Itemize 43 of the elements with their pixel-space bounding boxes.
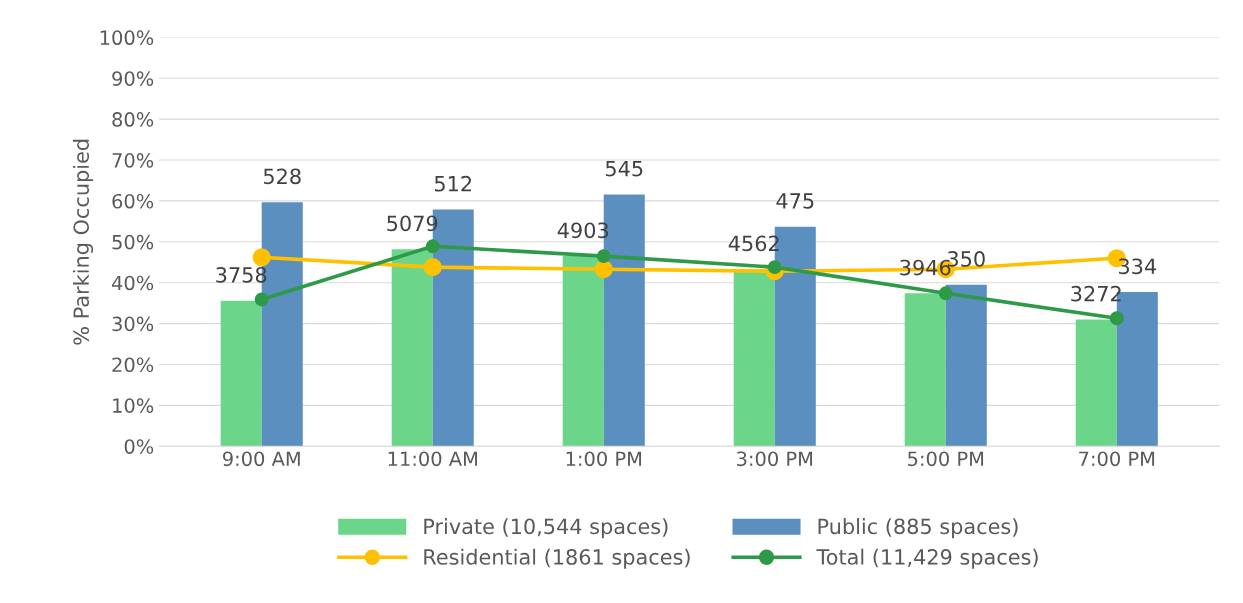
annotation: 545 — [605, 160, 643, 177]
bar — [1075, 319, 1117, 447]
annotation: 512 — [434, 175, 472, 192]
annotation: 3272 — [1071, 285, 1121, 302]
bar — [945, 284, 987, 447]
bar — [391, 249, 433, 447]
x-tick-label: 11:00 AM — [388, 451, 477, 467]
legend-label: Total (11,429 spaces) — [816, 548, 1038, 569]
annotation: 475 — [776, 193, 814, 209]
point — [767, 260, 782, 275]
bar — [904, 293, 946, 447]
annotation: 334 — [1119, 258, 1157, 275]
y-tick-label: 50% — [112, 234, 154, 250]
point — [594, 260, 613, 279]
y-axis-title: % Parking Occupied — [72, 139, 94, 345]
point — [596, 249, 611, 264]
legend-label: Public (885 spaces) — [818, 518, 1018, 539]
x-tick-label: 9:00 AM — [222, 451, 300, 467]
legend-label: Residential (1861 spaces) — [424, 548, 690, 569]
point — [252, 248, 271, 267]
bar — [220, 300, 262, 447]
y-tick-label: 10% — [113, 398, 154, 413]
y-tick-label: 30% — [112, 316, 154, 332]
y-tick-label: 80% — [112, 112, 154, 127]
x-tick-label: 1:00 PM — [566, 451, 642, 467]
x-tick-label: 3:00 PM — [737, 451, 813, 467]
y-tick-label: 0% — [124, 439, 154, 454]
point — [254, 292, 269, 307]
y-tick-label: 100% — [100, 30, 154, 46]
x-tick-label: 7:00 PM — [1079, 451, 1155, 467]
point — [423, 258, 442, 277]
y-tick-label: 70% — [112, 152, 154, 168]
y-tick-label: 60% — [112, 193, 154, 209]
point — [938, 286, 953, 301]
legend-label: Private (10,544 spaces) — [424, 518, 668, 539]
y-tick-label: 20% — [112, 357, 154, 373]
point — [1109, 311, 1124, 326]
y-tick-label: 90% — [112, 71, 154, 86]
y-tick-label: 40% — [111, 275, 154, 291]
point — [425, 239, 440, 254]
bar — [562, 256, 604, 447]
annotation: 528 — [263, 168, 301, 185]
x-tick-label: 5:00 PM — [908, 451, 984, 467]
